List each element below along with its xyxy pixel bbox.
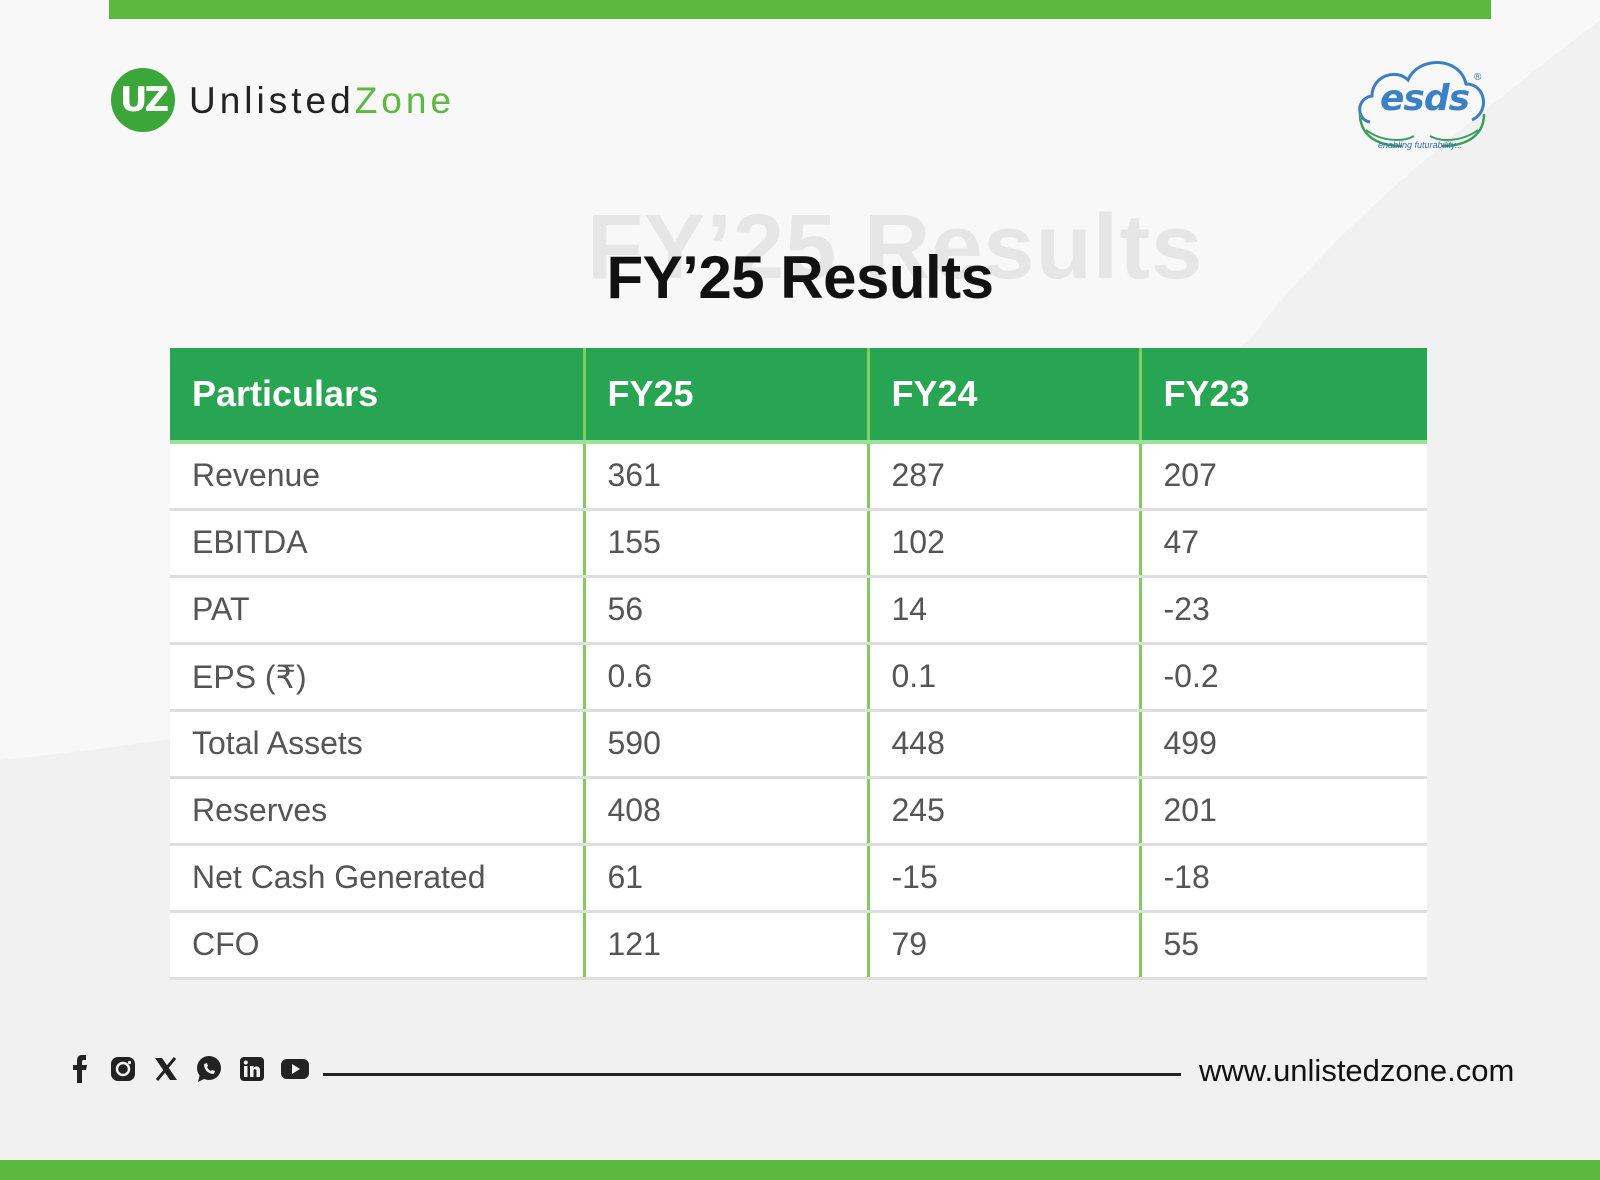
social-links <box>66 1055 324 1083</box>
cell-fy23: -0.2 <box>1138 643 1427 712</box>
ghost-title: FY’25 Results <box>586 196 1204 298</box>
row-label: Net Cash Generated <box>170 844 584 913</box>
cell-fy24: 14 <box>866 576 1140 645</box>
results-table: Particulars FY25 FY24 FY23 Revenue 361 2… <box>170 348 1427 980</box>
cell-fy25: 0.6 <box>582 643 868 712</box>
uz-badge-text: UZ <box>119 80 169 120</box>
header-fy25: FY25 <box>582 348 868 444</box>
unlistedzone-logo: UZ UnlistedZone <box>111 68 455 132</box>
esds-cloud-icon <box>1358 61 1486 148</box>
cell-fy24: 448 <box>866 710 1140 779</box>
esds-tagline: enabling futurability... <box>1378 140 1463 150</box>
cell-fy23: 207 <box>1138 442 1427 511</box>
whatsapp-icon[interactable] <box>195 1055 223 1083</box>
cell-fy24: 102 <box>866 509 1140 578</box>
esds-wordmark: esds <box>1380 78 1470 119</box>
cell-fy24: 0.1 <box>866 643 1140 712</box>
row-label: EPS (₹) <box>170 643 584 712</box>
youtube-icon[interactable] <box>281 1055 309 1083</box>
row-label: Revenue <box>170 442 584 511</box>
row-label: EBITDA <box>170 509 584 578</box>
cell-fy25: 361 <box>582 442 868 511</box>
cell-fy23: -23 <box>1138 576 1427 645</box>
brand-secondary: Zone <box>354 79 456 121</box>
cell-fy25: 56 <box>582 576 868 645</box>
row-label: CFO <box>170 911 584 980</box>
footer-divider <box>323 1073 1181 1076</box>
table-header-row: Particulars FY25 FY24 FY23 <box>170 348 1427 444</box>
cell-fy25: 155 <box>582 509 868 578</box>
uz-badge-icon: UZ <box>111 68 175 132</box>
row-label: Reserves <box>170 777 584 846</box>
cell-fy23: -18 <box>1138 844 1427 913</box>
unlistedzone-wordmark: UnlistedZone <box>189 82 455 119</box>
table-row: Net Cash Generated 61 -15 -18 <box>170 844 1427 913</box>
cell-fy23: 499 <box>1138 710 1427 779</box>
cell-fy24: 245 <box>866 777 1140 846</box>
cell-fy24: -15 <box>866 844 1140 913</box>
cell-fy23: 47 <box>1138 509 1427 578</box>
table-row: Total Assets 590 448 499 <box>170 710 1427 779</box>
table-row: Reserves 408 245 201 <box>170 777 1427 846</box>
table-row: EBITDA 155 102 47 <box>170 509 1427 578</box>
cell-fy23: 201 <box>1138 777 1427 846</box>
facebook-icon[interactable] <box>66 1055 94 1083</box>
table-row: PAT 56 14 -23 <box>170 576 1427 645</box>
registered-mark: ® <box>1474 72 1482 83</box>
table-row: CFO 121 79 55 <box>170 911 1427 980</box>
cell-fy25: 590 <box>582 710 868 779</box>
header-fy24: FY24 <box>866 348 1140 444</box>
cell-fy24: 79 <box>866 911 1140 980</box>
header-particulars: Particulars <box>170 348 584 444</box>
row-label: Total Assets <box>170 710 584 779</box>
table-row: EPS (₹) 0.6 0.1 -0.2 <box>170 643 1427 712</box>
website-link[interactable]: www.unlistedzone.com <box>1199 1053 1515 1088</box>
table-row: Revenue 361 287 207 <box>170 442 1427 511</box>
page-title: FY’25 Results <box>606 244 995 311</box>
bottom-accent-bar <box>0 1160 1600 1180</box>
top-accent-bar <box>109 0 1491 19</box>
x-icon[interactable] <box>152 1055 180 1083</box>
cell-fy25: 121 <box>582 911 868 980</box>
esds-logo: esds ® enabling futurability... <box>1352 50 1492 160</box>
cell-fy25: 408 <box>582 777 868 846</box>
row-label: PAT <box>170 576 584 645</box>
linkedin-icon[interactable] <box>238 1055 266 1083</box>
cell-fy25: 61 <box>582 844 868 913</box>
instagram-icon[interactable] <box>109 1055 137 1083</box>
results-table-grid: Particulars FY25 FY24 FY23 Revenue 361 2… <box>170 348 1427 980</box>
cell-fy23: 55 <box>1138 911 1427 980</box>
cell-fy24: 287 <box>866 442 1140 511</box>
header-fy23: FY23 <box>1138 348 1427 444</box>
brand-primary: Unlisted <box>189 79 355 121</box>
